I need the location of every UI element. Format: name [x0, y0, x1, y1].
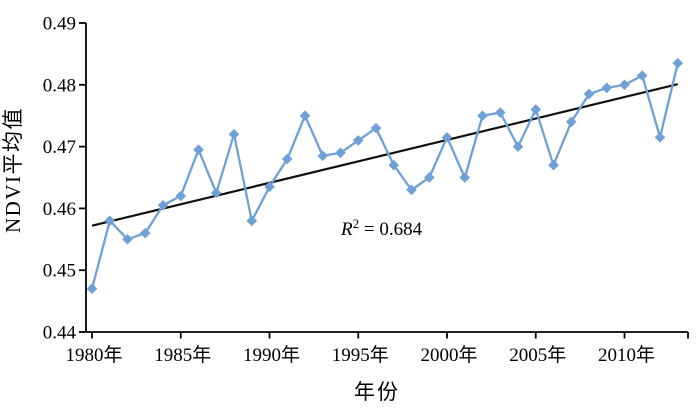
- ndvi-data-point: [477, 110, 488, 122]
- ndvi-data-point: [299, 110, 311, 122]
- ndvi-data-point: [388, 159, 400, 171]
- ndvi-data-point: [175, 190, 187, 202]
- ndvi-data-point: [281, 153, 293, 165]
- ndvi-data-point: [441, 132, 453, 143]
- ndvi-data-point: [565, 116, 577, 128]
- y-tick-label: 0.48: [43, 75, 76, 96]
- ndvi-data-point: [494, 107, 506, 118]
- x-tick-label: 2010年: [598, 344, 655, 366]
- ndvi-data-point: [352, 135, 364, 146]
- ndvi-data-point: [317, 150, 329, 162]
- x-tick-label: 1995年: [332, 344, 389, 366]
- x-tick-label: 1980年: [65, 344, 122, 366]
- x-tick-label: 1990年: [243, 344, 300, 366]
- ndvi-data-point: [246, 215, 258, 227]
- r-squared-label: R2 = 0.684: [340, 216, 423, 240]
- ndvi-data-point: [104, 215, 116, 227]
- ndvi-data-point: [264, 181, 275, 193]
- ndvi-data-point: [583, 88, 595, 100]
- y-tick-label: 0.45: [43, 261, 76, 282]
- ndvi-data-point: [654, 132, 666, 143]
- ndvi-data-point: [228, 128, 240, 140]
- y-tick-label: 0.46: [43, 199, 76, 220]
- ndvi-series-line: [90, 62, 679, 290]
- ndvi-data-point: [122, 233, 133, 245]
- ndvi-data-point: [406, 184, 417, 196]
- ndvi-data-point: [86, 283, 98, 295]
- x-tick-label: 2000年: [420, 344, 477, 366]
- trend-line: [91, 83, 679, 227]
- x-tick-label: 1985年: [154, 344, 211, 366]
- x-tick-label: 2005年: [509, 344, 566, 366]
- y-tick-label: 0.47: [43, 137, 76, 158]
- y-axis-title: NDVI平均值: [1, 107, 25, 233]
- ndvi-data-point: [601, 82, 613, 94]
- y-tick-label: 0.44: [43, 323, 77, 344]
- x-axis-title: 年份: [354, 380, 400, 404]
- ndvi-data-point: [139, 227, 151, 239]
- ndvi-data-point: [530, 104, 542, 115]
- y-tick-label: 0.49: [43, 14, 76, 35]
- ndvi-data-point: [210, 187, 222, 199]
- ndvi-data-point: [193, 144, 204, 155]
- ndvi-data-point: [672, 57, 684, 69]
- ndvi-data-point: [459, 172, 471, 183]
- ndvi-data-point: [370, 122, 382, 134]
- ndvi-data-point: [512, 141, 524, 152]
- ndvi-data-point: [548, 159, 559, 171]
- ndvi-data-point: [619, 79, 630, 91]
- ndvi-data-point: [335, 147, 346, 159]
- ndvi-data-point: [636, 70, 648, 81]
- ndvi-data-point: [423, 172, 435, 183]
- ndvi-data-point: [157, 200, 169, 211]
